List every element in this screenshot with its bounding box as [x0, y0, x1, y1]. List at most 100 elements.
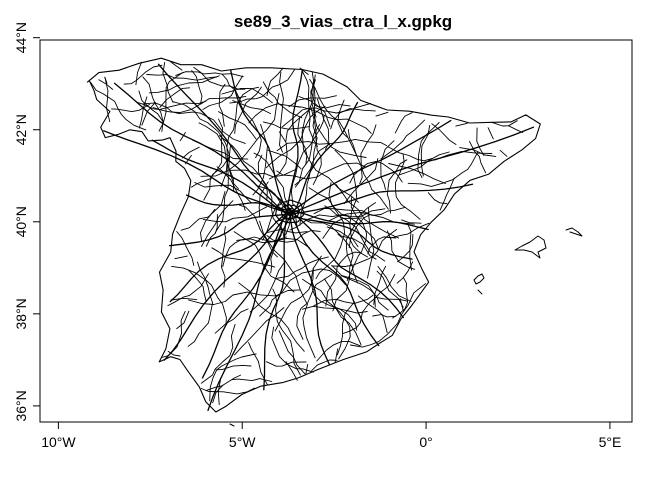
road-line: [476, 127, 485, 156]
road-line: [514, 235, 547, 259]
road-line: [280, 203, 301, 220]
road-line: [238, 100, 262, 159]
y-axis: 36°N 38°N 40°N 42°N 44°N: [13, 22, 40, 422]
road-line: [487, 127, 494, 140]
road-line: [104, 76, 111, 123]
road-line: [335, 183, 399, 239]
road-line: [185, 194, 290, 214]
plot-frame: [39, 39, 633, 423]
road-line: [162, 310, 186, 358]
road-line: [239, 204, 278, 258]
road-line: [274, 255, 322, 332]
road-line: [328, 211, 415, 225]
road-line: [167, 273, 209, 307]
road-line: [431, 123, 457, 145]
y-tick-label: 36°N: [13, 390, 29, 421]
road-line: [172, 101, 235, 192]
road-line: [263, 211, 289, 391]
road-line: [325, 251, 362, 307]
road-line: [387, 146, 433, 162]
x-axis: 10°W 5°W 0° 5°E: [41, 422, 622, 450]
road-line: [221, 73, 242, 103]
road-line: [188, 289, 301, 305]
road-line: [200, 93, 280, 177]
road-line: [232, 100, 271, 115]
x-tick-label: 5°W: [229, 434, 256, 450]
road-line: [342, 273, 396, 334]
road-line: [289, 214, 379, 250]
road-line: [169, 211, 289, 303]
road-line: [191, 70, 203, 105]
road-line: [309, 78, 358, 156]
road-line: [238, 282, 305, 352]
road-line: [455, 122, 468, 127]
road-line: [200, 323, 236, 384]
road-line: [313, 294, 374, 307]
road-line: [477, 289, 483, 295]
road-line: [392, 277, 409, 319]
road-line: [331, 228, 398, 267]
road-line: [271, 326, 314, 373]
road-line: [184, 154, 192, 165]
road-line: [349, 283, 426, 348]
road-line: [287, 119, 452, 215]
road-line: [176, 310, 190, 330]
road-line: [218, 111, 257, 140]
road-line: [388, 163, 446, 184]
road-line: [98, 79, 114, 90]
road-line: [377, 266, 412, 302]
road-line: [142, 102, 246, 144]
road-line: [259, 220, 308, 304]
road-line: [229, 423, 235, 427]
road-line: [146, 74, 218, 81]
road-line: [270, 216, 285, 274]
road-line: [175, 71, 244, 78]
y-tick-label: 40°N: [13, 206, 29, 237]
road-line: [348, 214, 371, 249]
road-line: [373, 265, 387, 305]
road-line: [286, 183, 474, 216]
road-line: [142, 76, 164, 132]
road-line: [194, 182, 252, 204]
road-line: [215, 364, 252, 371]
road-line: [294, 85, 318, 186]
road-line: [499, 149, 508, 157]
road-line: [302, 303, 316, 359]
road-line: [265, 105, 326, 169]
road-line: [310, 79, 317, 118]
road-line: [220, 86, 260, 188]
road-line: [290, 209, 429, 231]
road-line: [375, 111, 389, 117]
road-line: [182, 146, 200, 159]
road-line: [376, 270, 404, 308]
road-line: [345, 202, 376, 284]
road-line: [324, 205, 386, 262]
road-line: [301, 305, 368, 314]
road-line: [285, 74, 316, 143]
road-line: [281, 102, 372, 128]
road-line: [202, 206, 268, 223]
road-line: [291, 101, 359, 215]
road-line: [267, 228, 308, 234]
road-line: [367, 207, 375, 279]
road-line: [86, 57, 541, 413]
road-line: [459, 147, 497, 157]
road-line: [372, 314, 397, 318]
road-line: [201, 200, 234, 247]
road-line: [401, 219, 422, 224]
road-line: [276, 138, 388, 152]
road-line: [152, 95, 247, 113]
road-line: [221, 88, 273, 104]
road-line: [170, 61, 183, 71]
road-line: [292, 105, 372, 134]
road-network: [86, 57, 583, 427]
road-line: [507, 125, 524, 134]
x-tick-label: 5°E: [599, 434, 622, 450]
road-line: [565, 227, 583, 237]
road-line: [289, 211, 330, 365]
road-line: [90, 82, 147, 131]
road-line: [399, 151, 450, 176]
road-line: [171, 265, 227, 325]
road-line: [374, 296, 409, 302]
